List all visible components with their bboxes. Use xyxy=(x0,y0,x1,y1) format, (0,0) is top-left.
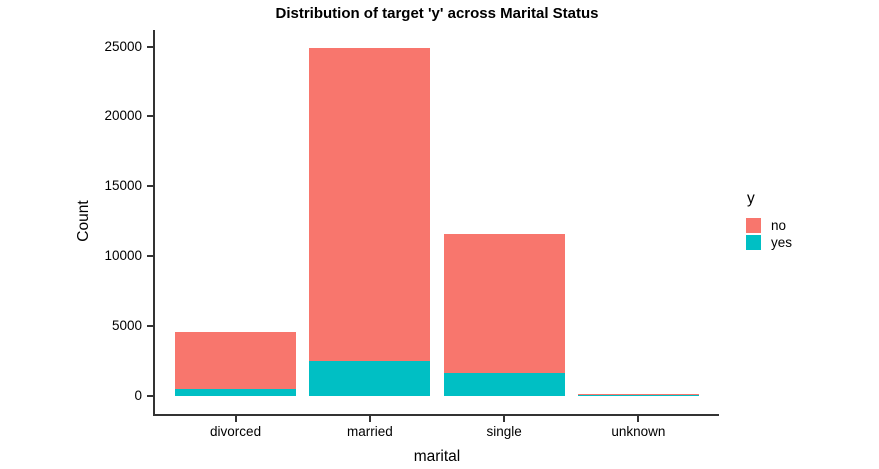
x-tick-mark xyxy=(637,416,640,422)
plot-panel xyxy=(155,30,719,414)
chart-title: Distribution of target 'y' across Marita… xyxy=(275,5,599,22)
legend-entries: no yes xyxy=(746,217,866,251)
x-tick-label-married: married xyxy=(346,424,393,439)
y-tick-mark xyxy=(147,45,153,48)
x-tick-mark xyxy=(368,416,371,422)
bar-married-no xyxy=(309,47,431,361)
y-tick-label: 10000 xyxy=(104,248,142,264)
y-axis-line xyxy=(153,30,155,416)
x-tick-label-single: single xyxy=(486,424,522,439)
legend-swatch-no xyxy=(746,218,761,233)
y-tick-label: 25000 xyxy=(104,38,142,54)
bar-single-yes xyxy=(443,373,565,396)
y-tick-mark xyxy=(147,255,153,258)
y-tick-mark xyxy=(147,325,153,328)
y-tick-label: 20000 xyxy=(104,108,142,124)
bar-divorced-yes xyxy=(175,389,296,396)
legend-entry-yes: yes xyxy=(746,234,866,251)
x-axis-line xyxy=(153,414,719,416)
bar-unknown-yes xyxy=(578,395,699,396)
bar-married-yes xyxy=(309,360,431,396)
y-tick-label: 5000 xyxy=(111,318,142,334)
legend-label-yes: yes xyxy=(771,235,793,250)
x-tick-mark xyxy=(234,416,237,422)
x-axis-title: marital xyxy=(413,448,461,465)
bar-single-no xyxy=(443,234,565,374)
bar-unknown-no xyxy=(578,394,699,396)
legend: y no yes xyxy=(746,190,866,251)
y-tick-mark xyxy=(147,395,153,397)
x-tick-label-unknown: unknown xyxy=(611,424,666,439)
y-tick-mark xyxy=(147,185,153,188)
bar-divorced-no xyxy=(175,331,296,390)
y-tick-label: 15000 xyxy=(104,178,142,194)
x-tick-label-divorced: divorced xyxy=(210,424,262,439)
legend-entry-no: no xyxy=(746,217,866,234)
y-tick-label: 0 xyxy=(134,388,142,403)
y-tick-mark xyxy=(147,115,153,118)
legend-label-no: no xyxy=(771,218,787,233)
legend-title: y xyxy=(747,190,755,207)
x-tick-mark xyxy=(503,416,506,422)
legend-swatch-yes xyxy=(746,235,761,250)
